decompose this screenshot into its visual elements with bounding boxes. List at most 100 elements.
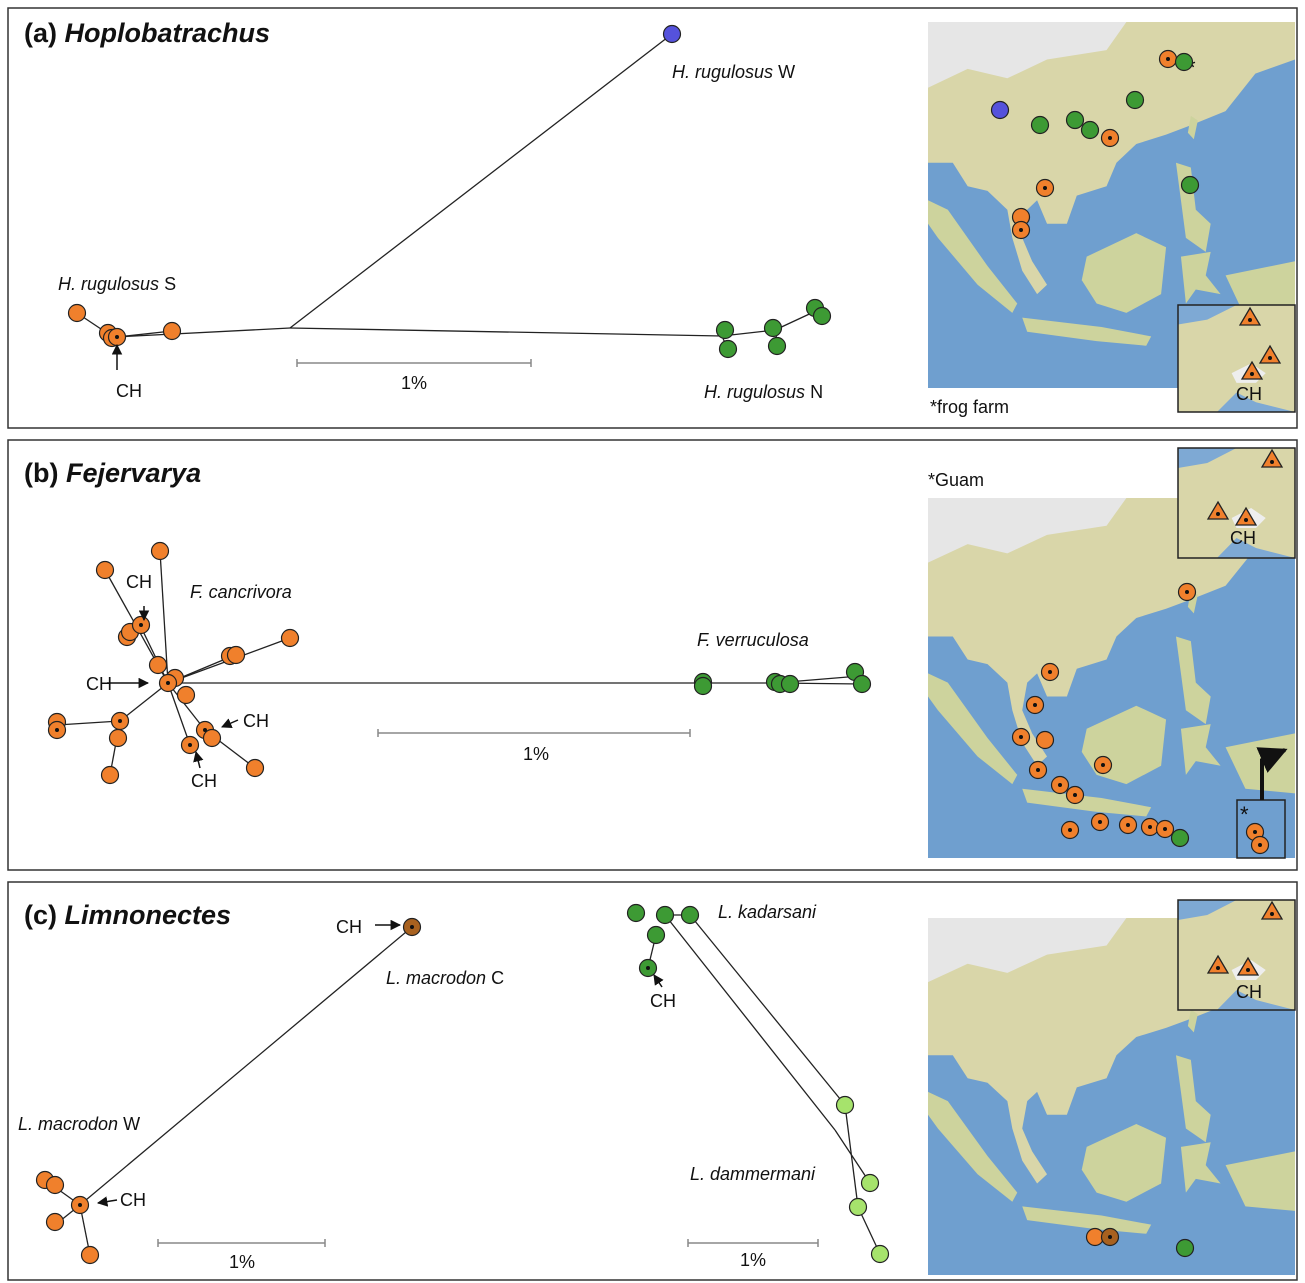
node bbox=[717, 322, 734, 339]
node bbox=[82, 1247, 99, 1264]
arrow bbox=[654, 975, 662, 987]
genus: Hoplobatrachus bbox=[65, 18, 271, 48]
panel-letter: (c) bbox=[24, 900, 57, 930]
node-dot bbox=[1250, 372, 1254, 376]
species-label: L. macrodon W bbox=[18, 1114, 140, 1134]
node-dot bbox=[1108, 1235, 1112, 1239]
species-label: F. cancrivora bbox=[190, 582, 292, 602]
ch-label: CH bbox=[120, 1190, 146, 1210]
node bbox=[1172, 830, 1189, 847]
map-note: *frog farm bbox=[930, 397, 1009, 417]
lineage: S bbox=[164, 274, 176, 294]
node-dot bbox=[166, 681, 170, 685]
species-label: H. rugulosus S bbox=[58, 274, 176, 294]
node bbox=[664, 26, 681, 43]
node-dot bbox=[1043, 186, 1047, 190]
node bbox=[150, 657, 167, 674]
node bbox=[854, 676, 871, 693]
node bbox=[992, 102, 1009, 119]
node bbox=[1182, 177, 1199, 194]
panel-letter: (a) bbox=[24, 18, 57, 48]
node bbox=[682, 907, 699, 924]
node bbox=[1177, 1240, 1194, 1257]
species-label: L. macrodon C bbox=[386, 968, 504, 988]
node-dot bbox=[1101, 763, 1105, 767]
edge bbox=[665, 915, 835, 1130]
node-dot bbox=[1216, 966, 1220, 970]
edge bbox=[290, 328, 722, 336]
node-dot bbox=[1166, 57, 1170, 61]
edge bbox=[140, 625, 168, 683]
node bbox=[164, 323, 181, 340]
node bbox=[1067, 112, 1084, 129]
node bbox=[1082, 122, 1099, 139]
ch-label: CH bbox=[243, 711, 269, 731]
scale-label: 1% bbox=[229, 1252, 255, 1272]
node-dot bbox=[1148, 825, 1152, 829]
node bbox=[765, 320, 782, 337]
ch-label: CH bbox=[86, 674, 112, 694]
ch-label: CH bbox=[191, 771, 217, 791]
node bbox=[837, 1097, 854, 1114]
node-dot bbox=[1073, 793, 1077, 797]
node bbox=[628, 905, 645, 922]
ch-label: CH bbox=[336, 917, 362, 937]
species-name: L. macrodon bbox=[18, 1114, 118, 1134]
node bbox=[850, 1199, 867, 1216]
species-label: L. kadarsani bbox=[718, 902, 817, 922]
species-name: H. rugulosus bbox=[704, 382, 805, 402]
ch-label: CH bbox=[126, 572, 152, 592]
genus: Fejervarya bbox=[66, 458, 201, 488]
node-dot bbox=[410, 925, 414, 929]
panel-title: (c) Limnonectes bbox=[24, 900, 231, 930]
node bbox=[1032, 117, 1049, 134]
node-dot bbox=[1033, 703, 1037, 707]
scale-label: 1% bbox=[740, 1250, 766, 1270]
node-dot bbox=[1270, 460, 1274, 464]
node-dot bbox=[1163, 827, 1167, 831]
species-label: L. dammermani bbox=[690, 1164, 816, 1184]
node bbox=[695, 678, 712, 695]
edge bbox=[115, 328, 290, 337]
node bbox=[152, 543, 169, 560]
node bbox=[1127, 92, 1144, 109]
node-dot bbox=[1246, 968, 1250, 972]
arrow bbox=[98, 1200, 117, 1203]
panel-letter: (b) bbox=[24, 458, 58, 488]
node bbox=[648, 927, 665, 944]
node-dot bbox=[115, 335, 119, 339]
node-dot bbox=[1019, 228, 1023, 232]
node-dot bbox=[1216, 512, 1220, 516]
edge bbox=[80, 927, 412, 1205]
node-dot bbox=[1248, 318, 1252, 322]
node-dot bbox=[1058, 783, 1062, 787]
node-dot bbox=[1108, 136, 1112, 140]
node-dot bbox=[1036, 768, 1040, 772]
edge bbox=[690, 915, 845, 1105]
arrow bbox=[196, 752, 200, 768]
species-name: L. macrodon bbox=[386, 968, 486, 988]
lineage: C bbox=[491, 968, 504, 988]
edge bbox=[57, 721, 120, 725]
inset-ch: CH bbox=[1236, 384, 1262, 404]
node bbox=[97, 562, 114, 579]
node-dot bbox=[1253, 830, 1257, 834]
node-dot bbox=[1268, 356, 1272, 360]
node-dot bbox=[646, 966, 650, 970]
edge bbox=[290, 34, 672, 328]
node bbox=[69, 305, 86, 322]
node bbox=[247, 760, 264, 777]
lineage: W bbox=[778, 62, 795, 82]
scale-label: 1% bbox=[523, 744, 549, 764]
species-label: H. rugulosus W bbox=[672, 62, 795, 82]
node bbox=[102, 767, 119, 784]
node bbox=[657, 907, 674, 924]
node-dot bbox=[1068, 828, 1072, 832]
node bbox=[769, 338, 786, 355]
genus: Limnonectes bbox=[65, 900, 232, 930]
node bbox=[178, 687, 195, 704]
ch-label: CH bbox=[116, 381, 142, 401]
node-dot bbox=[1048, 670, 1052, 674]
node bbox=[110, 730, 127, 747]
panel-title: (b) Fejervarya bbox=[24, 458, 201, 488]
